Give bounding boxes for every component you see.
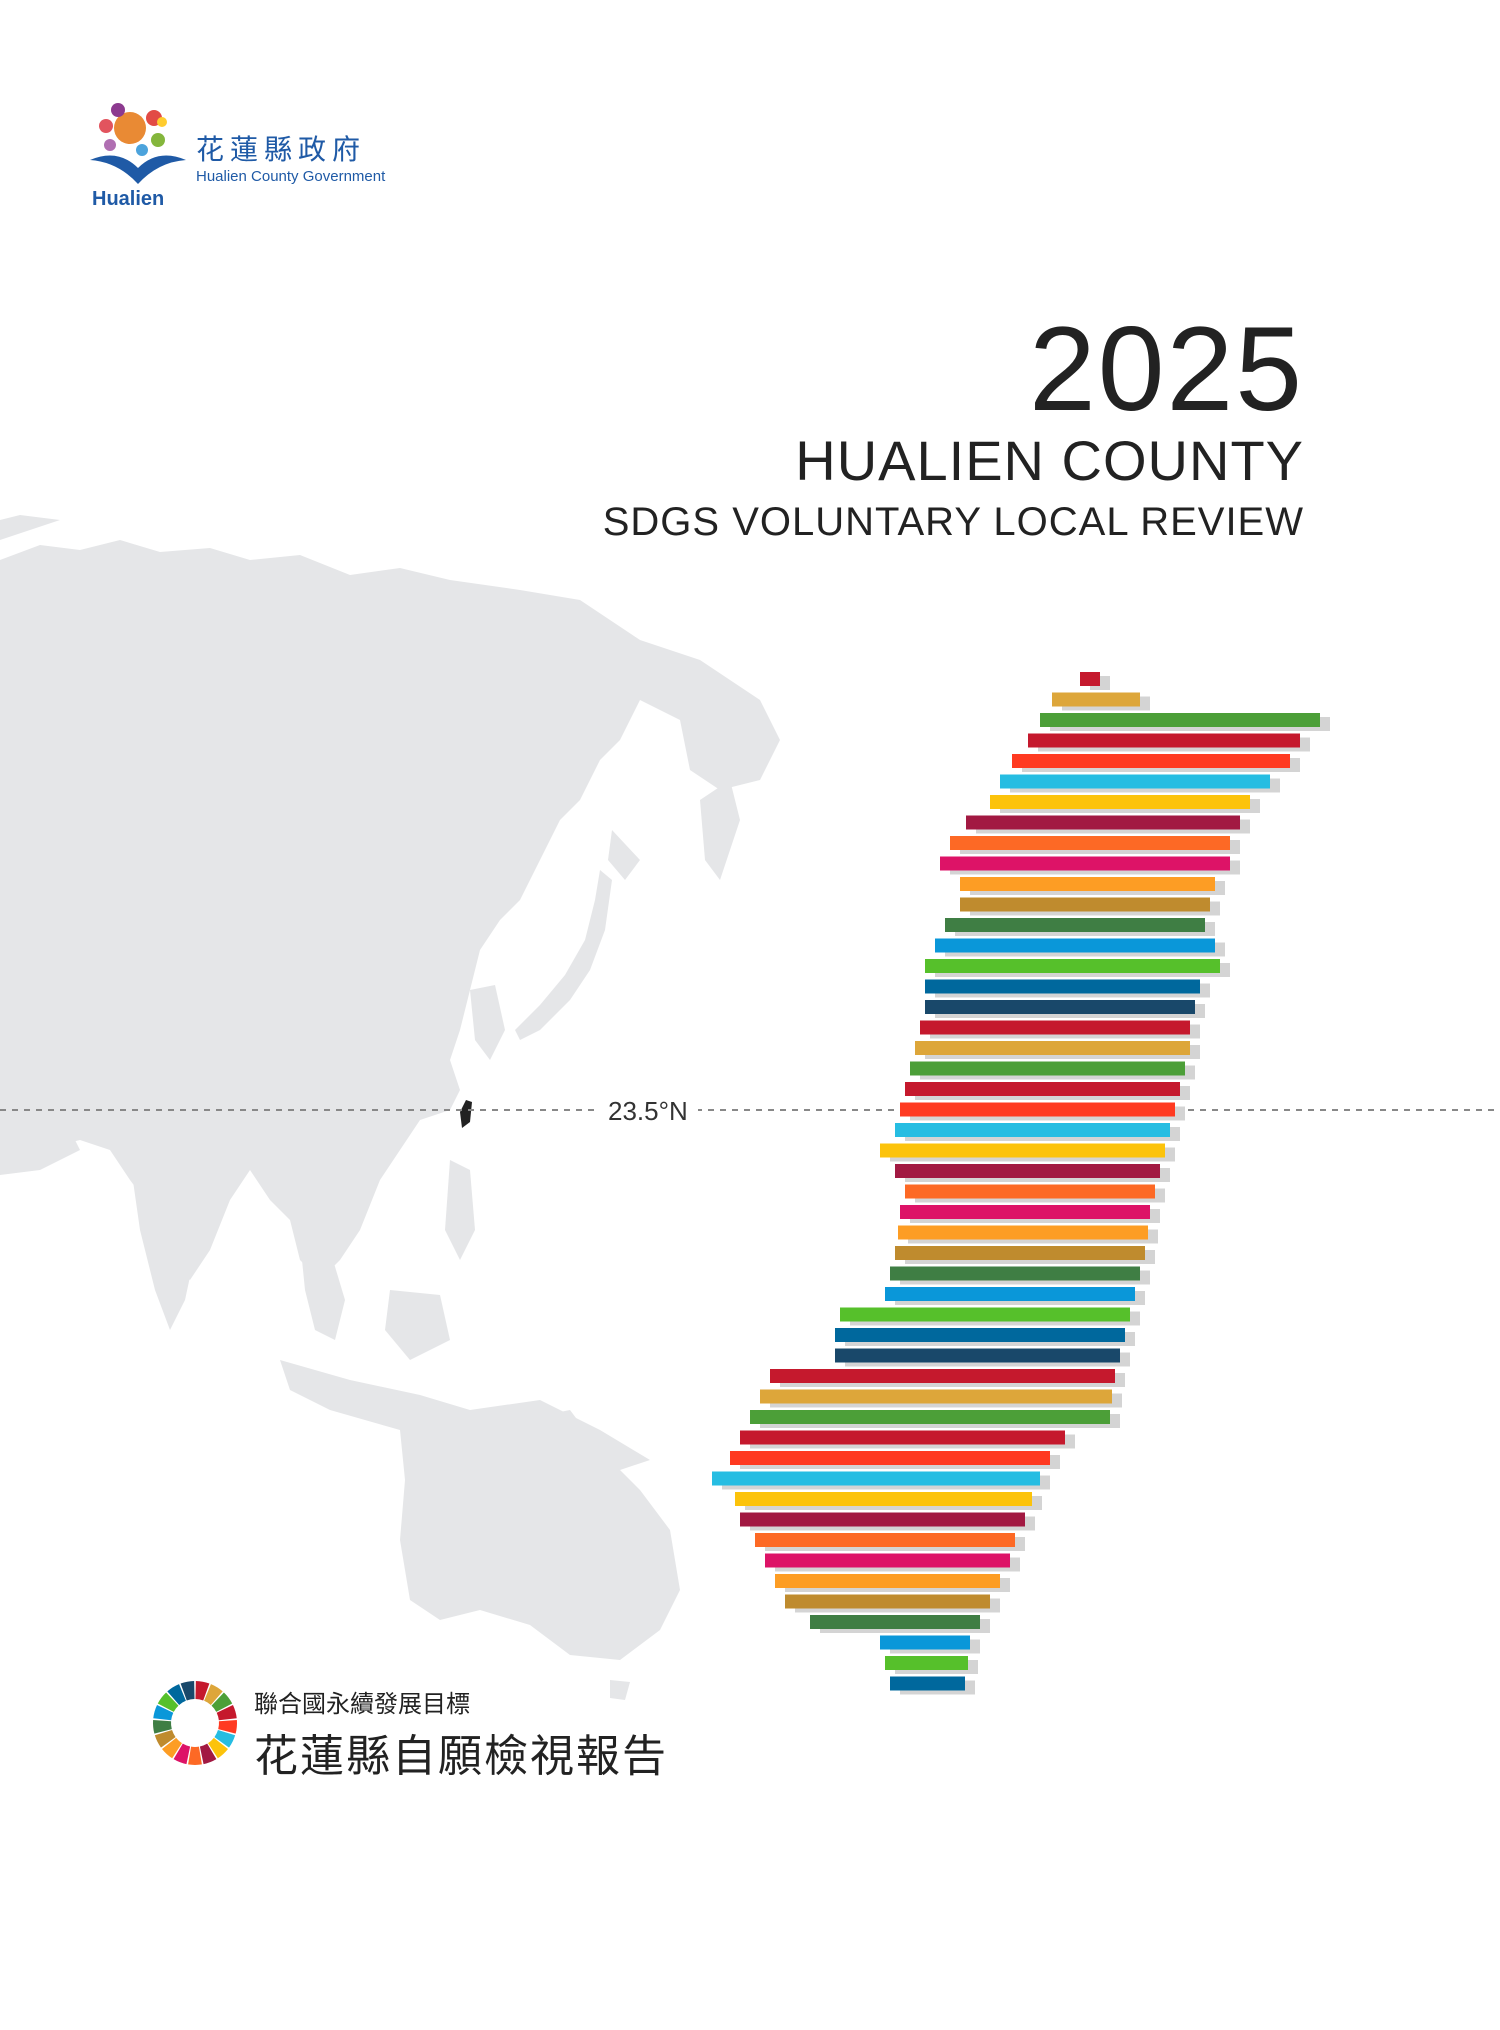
sdg-stripe xyxy=(890,1266,1140,1281)
sdg-stripe xyxy=(905,1184,1155,1199)
sdg-stripe xyxy=(740,1512,1025,1527)
sdg-wheel-segment xyxy=(153,1705,174,1721)
sdg-stripe xyxy=(966,815,1240,830)
sdg-wheel-segment xyxy=(157,1692,179,1712)
sdg-stripe xyxy=(775,1574,1000,1588)
sdg-stripe xyxy=(840,1307,1130,1322)
sdg-stripe xyxy=(915,1041,1190,1055)
sdg-stripe xyxy=(885,1287,1135,1301)
sdg-stripe xyxy=(1080,672,1100,686)
sdg-stripe xyxy=(890,1676,965,1691)
sdg-stripe xyxy=(950,836,1230,850)
sdg-wheel-segment xyxy=(153,1719,172,1734)
sdg-stripe xyxy=(895,1164,1160,1178)
sdg-wheel-segment xyxy=(154,1730,176,1748)
sdg-stripe xyxy=(835,1328,1125,1342)
sdg-stripe xyxy=(900,1102,1175,1117)
sdg-subtitle-cn: 聯合國永續發展目標 xyxy=(254,1690,470,1718)
sdg-stripe xyxy=(960,877,1215,891)
sdg-stripe xyxy=(750,1410,1110,1424)
sdg-wheel-segment xyxy=(204,1684,223,1705)
sdg-stripe xyxy=(1012,754,1290,768)
sdg-stripe xyxy=(905,1082,1180,1096)
sdg-stripe xyxy=(835,1348,1120,1363)
hualien-flower-icon xyxy=(90,103,186,184)
report-subtitle: SDGS VOLUNTARY LOCAL REVIEW xyxy=(602,500,1304,544)
sdg-stripe xyxy=(755,1533,1015,1547)
government-name-cn: 花蓮縣政府 xyxy=(196,133,367,166)
sdg-stripe xyxy=(1052,692,1140,707)
sdg-stripe xyxy=(945,918,1205,932)
sdg-stripe xyxy=(712,1471,1040,1486)
sdg-stripe xyxy=(925,979,1200,994)
county-logo: Hualien 花蓮縣政府 Hualien County Government xyxy=(88,100,428,220)
sdg-wheel-segment xyxy=(167,1684,186,1705)
sdg-stripe xyxy=(740,1430,1065,1445)
sdg-stripe xyxy=(735,1492,1032,1506)
sdg-stripe xyxy=(885,1656,968,1670)
sdg-stripe xyxy=(785,1594,990,1609)
sdg-stripe xyxy=(990,795,1250,809)
report-county-title: HUALIEN COUNTY xyxy=(795,429,1304,492)
sdg-wheel-segment xyxy=(161,1737,182,1759)
sdg-wheel-segment xyxy=(214,1730,236,1748)
sdg-stripe xyxy=(810,1615,980,1629)
sdg-wheel-segment xyxy=(173,1743,191,1765)
sdg-stripe xyxy=(880,1635,970,1650)
sdg-stripe xyxy=(760,1389,1112,1404)
hualien-sdg-stripes xyxy=(712,672,1330,1695)
sdg-stripe xyxy=(1040,713,1320,727)
sdg-stripe xyxy=(925,1000,1195,1014)
logo-wordmark: Hualien xyxy=(92,188,165,210)
taiwan-marker xyxy=(460,1100,472,1128)
sdg-wheel-icon xyxy=(153,1681,237,1765)
sdg-stripe xyxy=(900,1205,1150,1219)
sdg-stripe xyxy=(895,1246,1145,1260)
sdg-stripe xyxy=(765,1553,1010,1568)
latitude-label: 23.5°N xyxy=(598,1096,698,1127)
sdg-stripe xyxy=(925,959,1220,973)
sdg-wheel-segment xyxy=(208,1737,229,1759)
sdg-wheel-segment xyxy=(180,1681,195,1701)
sdg-stripe xyxy=(910,1061,1185,1076)
sdg-stripe xyxy=(770,1369,1115,1383)
sdg-stripe xyxy=(1028,733,1300,748)
sdg-stripe xyxy=(935,938,1215,953)
sdg-stripe xyxy=(880,1143,1165,1158)
government-name-en: Hualien County Government xyxy=(196,168,386,185)
report-title-cn: 花蓮縣自願檢視報告 xyxy=(254,1731,668,1782)
sdg-stripe xyxy=(920,1020,1190,1035)
sdg-wheel-segment xyxy=(218,1719,237,1734)
sdg-wheel-segment xyxy=(188,1746,202,1765)
sdg-stripe xyxy=(1000,774,1270,789)
sdg-stripe xyxy=(730,1451,1050,1465)
sdg-stripe xyxy=(960,897,1210,912)
report-year: 2025 xyxy=(1029,302,1304,436)
sdg-wheel-segment xyxy=(216,1705,237,1721)
sdg-stripe xyxy=(895,1123,1170,1137)
sdg-wheel-segment xyxy=(211,1692,233,1712)
map-landmass xyxy=(0,515,780,1700)
sdg-wheel-segment xyxy=(199,1743,217,1765)
sdg-wheel-segment xyxy=(195,1681,210,1701)
sdg-stripe xyxy=(940,856,1230,871)
sdg-stripe xyxy=(898,1225,1148,1240)
